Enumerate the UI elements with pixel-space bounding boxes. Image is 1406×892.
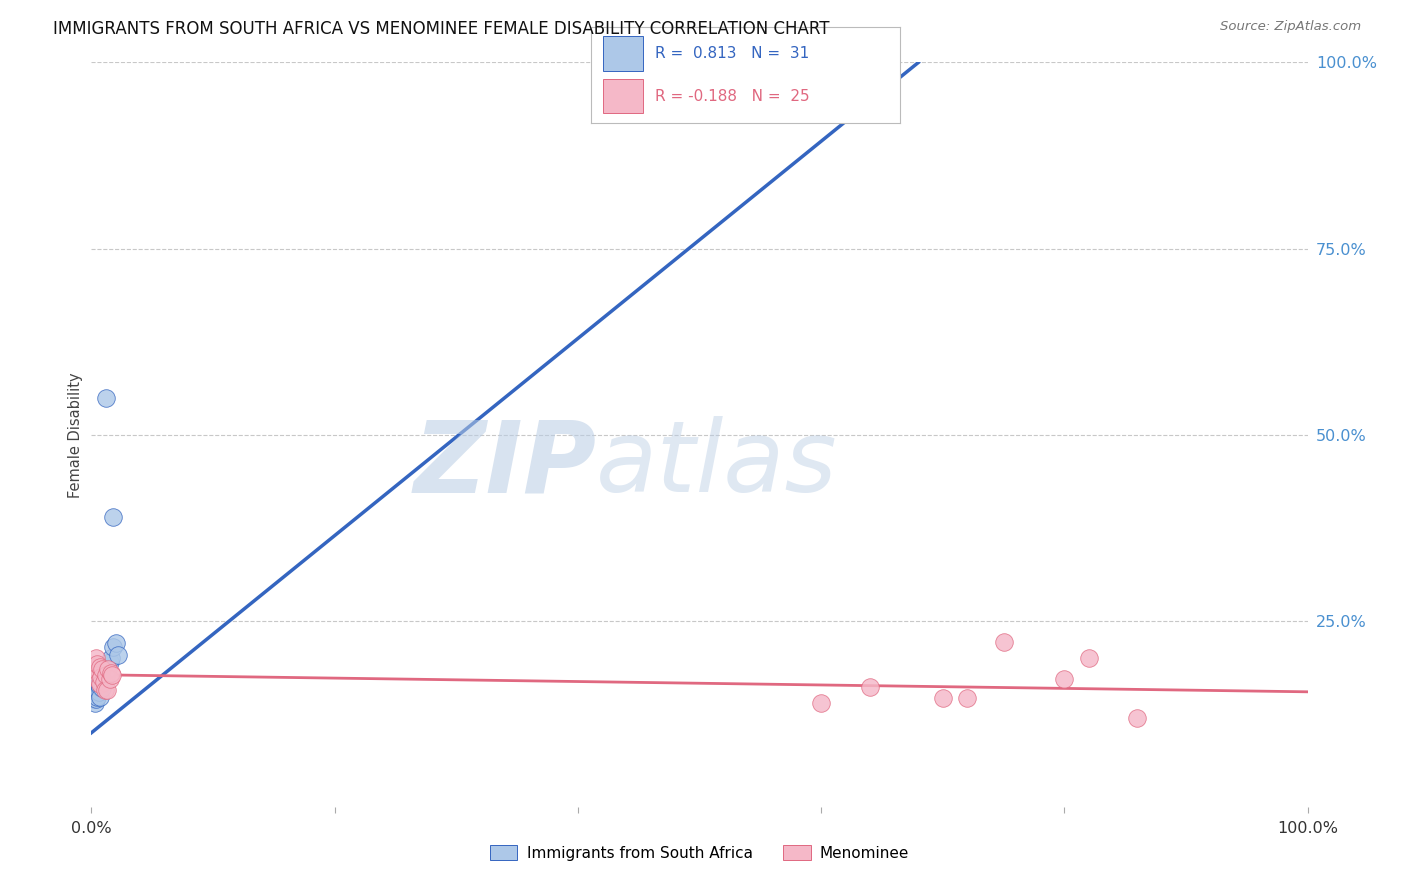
Point — [86, 657, 108, 672]
Point — [83, 660, 105, 674]
Point — [91, 663, 114, 677]
Point — [84, 687, 107, 701]
Point — [93, 670, 115, 684]
Bar — [603, 78, 643, 113]
Point — [94, 391, 117, 405]
Point — [956, 690, 979, 705]
Point — [89, 677, 111, 691]
Point — [1053, 672, 1076, 686]
Point — [84, 681, 107, 695]
Y-axis label: Female Disability: Female Disability — [67, 372, 83, 498]
Point — [107, 648, 129, 662]
Point — [83, 682, 105, 697]
Point — [100, 666, 122, 681]
Point — [96, 682, 118, 697]
Point — [103, 509, 125, 524]
Point — [100, 651, 122, 665]
Point — [86, 690, 108, 704]
Bar — [603, 37, 643, 71]
Point — [94, 672, 117, 686]
Point — [90, 675, 112, 690]
Point — [810, 696, 832, 710]
Point — [89, 660, 111, 674]
Point — [96, 663, 118, 677]
Point — [84, 690, 107, 704]
Point — [104, 636, 127, 650]
Point — [103, 640, 125, 654]
Point — [82, 685, 104, 699]
Point — [87, 685, 110, 699]
Point — [1077, 651, 1099, 665]
Point — [859, 680, 882, 694]
Point — [94, 682, 117, 697]
Text: R = -0.188   N =  25: R = -0.188 N = 25 — [655, 88, 810, 103]
Point — [83, 692, 105, 706]
Point — [94, 667, 117, 681]
Point — [84, 696, 107, 710]
Point — [84, 651, 107, 665]
Point — [98, 672, 121, 686]
Point — [94, 667, 117, 681]
Text: IMMIGRANTS FROM SOUTH AFRICA VS MENOMINEE FEMALE DISABILITY CORRELATION CHART: IMMIGRANTS FROM SOUTH AFRICA VS MENOMINE… — [53, 20, 830, 37]
Point — [84, 663, 107, 677]
Point — [87, 677, 110, 691]
Text: atlas: atlas — [596, 417, 838, 513]
Point — [84, 685, 107, 699]
Point — [83, 687, 105, 701]
Point — [91, 681, 114, 695]
Point — [86, 680, 108, 694]
Point — [89, 690, 111, 704]
Point — [97, 663, 120, 677]
Text: ZIP: ZIP — [413, 417, 596, 513]
Point — [98, 655, 121, 669]
Point — [931, 690, 953, 705]
Point — [89, 680, 111, 694]
Point — [93, 675, 115, 690]
Point — [82, 690, 104, 704]
Point — [86, 685, 108, 699]
Point — [90, 670, 112, 684]
Point — [1126, 711, 1149, 725]
Point — [101, 667, 124, 681]
Point — [993, 635, 1015, 649]
Point — [87, 673, 110, 688]
Text: Source: ZipAtlas.com: Source: ZipAtlas.com — [1220, 20, 1361, 33]
Point — [84, 692, 107, 706]
Legend: Immigrants from South Africa, Menominee: Immigrants from South Africa, Menominee — [484, 838, 915, 867]
Text: R =  0.813   N =  31: R = 0.813 N = 31 — [655, 46, 810, 62]
